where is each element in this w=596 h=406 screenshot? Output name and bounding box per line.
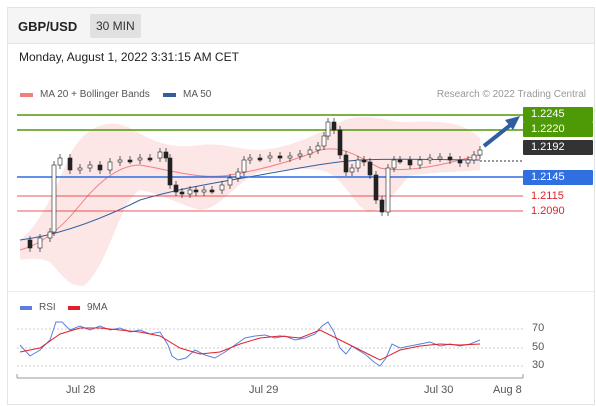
candle-body xyxy=(277,155,283,159)
candle-body xyxy=(361,159,367,163)
price-label-1-2115: 1.2115 xyxy=(531,190,564,202)
legend-9ma: 9MA xyxy=(68,302,108,313)
price-label-1-2090: 1.2090 xyxy=(531,205,565,217)
candle-body xyxy=(287,155,293,159)
candle-body xyxy=(219,184,225,191)
candle-body xyxy=(227,177,233,186)
candle-body xyxy=(241,159,247,173)
rsi-label-70: 70 xyxy=(532,322,545,334)
candle-body xyxy=(157,151,163,159)
candle-body xyxy=(187,189,193,195)
candle-body xyxy=(349,167,355,173)
candle-body xyxy=(247,157,253,161)
candle-body xyxy=(447,156,453,161)
candle-body xyxy=(117,159,123,163)
legend-ma50-label: MA 50 xyxy=(183,89,212,100)
candle-body xyxy=(315,145,321,151)
candle-body xyxy=(307,149,313,155)
legend-ma20: MA 20 + Bollinger Bands xyxy=(20,89,150,100)
candle-body xyxy=(51,164,57,233)
candle-body xyxy=(373,174,379,201)
candle-body xyxy=(417,159,423,166)
forecast-arrow xyxy=(482,116,520,148)
candle-body xyxy=(337,129,343,156)
bollinger-band xyxy=(20,117,480,286)
ma9-line xyxy=(19,327,481,361)
candle-body xyxy=(379,199,385,213)
ma50-line xyxy=(19,158,481,241)
candle-body xyxy=(325,121,331,137)
rsi-swatch xyxy=(20,305,32,310)
candle-body xyxy=(193,189,199,193)
candle-body xyxy=(257,157,263,161)
price-tag-current: 1.2192 xyxy=(523,140,593,155)
price-tag-1-2220: 1.2220 xyxy=(523,122,593,137)
candle-body xyxy=(163,151,169,159)
x-label-jul28: Jul 28 xyxy=(66,384,96,396)
price-tag-1-2245: 1.2245 xyxy=(523,107,593,122)
candle-body xyxy=(355,159,361,169)
x-label-jul29: Jul 29 xyxy=(249,384,279,396)
symbol-title: GBP/USD xyxy=(18,19,78,34)
candle-body xyxy=(331,121,337,131)
candle-body xyxy=(457,159,463,164)
candle-body xyxy=(297,153,303,157)
legend-rsi-label: RSI xyxy=(39,302,56,313)
candle-body xyxy=(107,161,113,171)
candle-body xyxy=(57,157,63,166)
candle-body xyxy=(465,159,471,164)
x-label-jul30: Jul 30 xyxy=(424,384,454,396)
candle-body xyxy=(67,157,73,171)
legend-ma50: MA 50 xyxy=(163,89,211,100)
x-label-aug8: Aug 8 xyxy=(493,384,522,396)
legend-rsi: RSI xyxy=(20,302,56,313)
credit-text: Research © 2022 Trading Central xyxy=(436,89,586,100)
candle-body xyxy=(147,157,153,161)
candle-body xyxy=(321,135,327,147)
chart-header: GBP/USD 30 MIN xyxy=(8,8,594,44)
candle-body xyxy=(173,184,179,193)
candle-body xyxy=(437,156,443,160)
price-tag-pivot: 1.2145 xyxy=(523,170,593,185)
candle-body xyxy=(471,154,477,161)
candle-body xyxy=(427,157,433,161)
candle-body xyxy=(137,157,143,161)
timestamp: Monday, August 1, 2022 3:31:15 AM CET xyxy=(19,50,239,64)
candle-body xyxy=(179,191,185,195)
candle-body xyxy=(235,171,241,179)
candle-body xyxy=(97,164,103,171)
candle-body xyxy=(343,154,349,173)
rsi-line xyxy=(19,321,481,367)
interval-button[interactable]: 30 MIN xyxy=(90,14,141,38)
candle-body xyxy=(209,189,215,193)
candle-body xyxy=(77,167,83,171)
ma20-swatch xyxy=(20,92,33,97)
legend-9ma-label: 9MA xyxy=(87,302,108,313)
candle-body xyxy=(385,167,391,213)
ma50-swatch xyxy=(163,92,176,97)
candle-body xyxy=(127,159,133,163)
rsi-label-30: 30 xyxy=(532,359,545,371)
candle-body xyxy=(397,159,403,163)
candlesticks xyxy=(27,118,483,252)
candle-body xyxy=(37,237,43,249)
rsi-label-50: 50 xyxy=(532,341,545,353)
panel-divider xyxy=(8,291,594,292)
candle-body xyxy=(201,189,207,193)
candle-body xyxy=(267,155,273,159)
ma9-swatch xyxy=(68,305,80,310)
candle-body xyxy=(27,239,33,249)
candle-body xyxy=(477,149,483,156)
candle-body xyxy=(87,164,93,169)
candle-body xyxy=(367,161,373,176)
candle-body xyxy=(407,159,413,166)
candle-body xyxy=(47,231,53,239)
legend-ma20-label: MA 20 + Bollinger Bands xyxy=(40,89,150,100)
candle-body xyxy=(167,157,173,186)
candle-body xyxy=(391,159,397,169)
